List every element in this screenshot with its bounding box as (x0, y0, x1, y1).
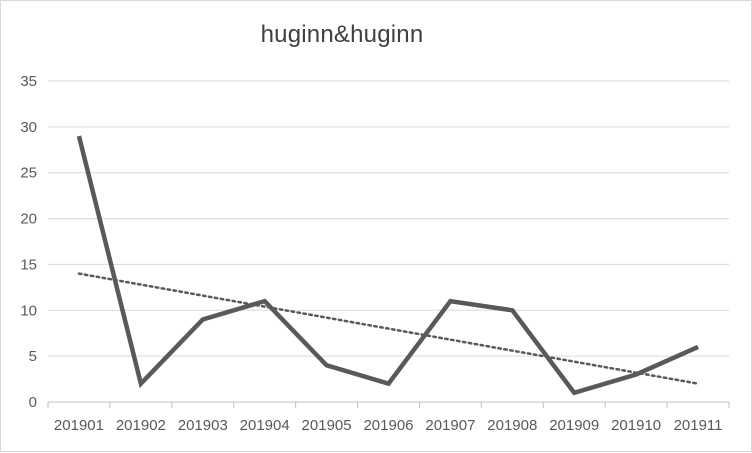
x-axis-tick-labels: 201901 201902 201903 201904 201905 201906 2019… (54, 417, 723, 434)
x-tick-label: 201909 (549, 417, 599, 434)
y-tick-label: 0 (29, 394, 37, 411)
x-tick-label: 201907 (425, 417, 475, 434)
x-tick-label: 201904 (240, 417, 290, 434)
y-tick-label: 35 (20, 73, 37, 90)
y-axis-tick-labels: 0 5 10 15 20 25 30 35 (20, 73, 37, 411)
x-axis (48, 402, 729, 408)
y-tick-label: 25 (20, 165, 37, 182)
y-tick-label: 15 (20, 256, 37, 273)
y-tick-label: 20 (20, 211, 37, 228)
trendline (79, 274, 698, 384)
x-tick-label: 201903 (178, 417, 228, 434)
x-tick-label: 201901 (54, 417, 104, 434)
x-tick-label: 201905 (302, 417, 352, 434)
gridlines (48, 81, 729, 356)
x-tick-label: 201902 (116, 417, 166, 434)
x-tick-label: 201908 (487, 417, 537, 434)
y-tick-label: 10 (20, 302, 37, 319)
y-tick-label: 5 (29, 348, 37, 365)
x-tick-label: 201910 (611, 417, 661, 434)
y-tick-label: 30 (20, 119, 37, 136)
x-tick-label: 201906 (363, 417, 413, 434)
trendline-layer (79, 274, 698, 384)
x-tick-label: 201911 (674, 417, 723, 434)
